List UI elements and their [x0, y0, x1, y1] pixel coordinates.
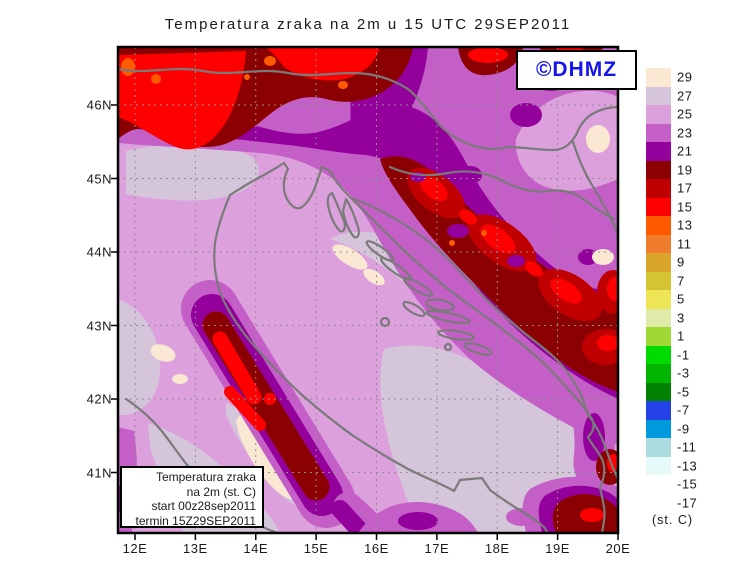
axis-ticks	[111, 104, 619, 540]
country-borders-shape	[586, 413, 618, 481]
lat-tick-label: 42N	[86, 391, 112, 407]
page-title: Temperatura zraka na 2m u 15 UTC 29SEP20…	[164, 16, 572, 33]
islands-shape	[402, 277, 434, 297]
alps-cold-band-shape	[121, 58, 135, 76]
map-frame	[116, 45, 620, 535]
islands-shape	[402, 300, 426, 318]
warm-regions-shape	[118, 299, 160, 415]
alps-cold-band-shape	[151, 74, 161, 84]
lon-tick-label: 20E	[605, 541, 631, 556]
warm-regions-shape	[172, 374, 188, 384]
lon-tick-label: 18E	[484, 541, 510, 556]
lon-tick-label: 15E	[303, 541, 329, 556]
apennine-ridge	[181, 280, 391, 533]
warm-regions-shape	[332, 244, 368, 270]
info-line: Temperatura zraka	[155, 470, 256, 484]
south-cold-patches-shape	[583, 413, 605, 461]
dinaric-ridge-shape	[480, 224, 516, 254]
dinaric-ridge-shape	[449, 240, 455, 246]
dinaric-ridge-shape	[592, 249, 614, 265]
dinaric-ridge-shape	[481, 230, 487, 236]
country-borders-shape	[118, 67, 618, 152]
country-borders	[118, 67, 618, 481]
dinaric-ridge-shape	[586, 125, 610, 153]
info-line: na 2m (st. C)	[186, 484, 256, 499]
run-info-box: Temperatura zraka na 2m (st. C) start 00…	[120, 466, 264, 528]
cool-regions-shape	[578, 249, 598, 265]
warm-regions-shape	[126, 144, 259, 201]
south-cold-patches-shape	[398, 512, 438, 530]
lon-tick-label: 17E	[424, 541, 450, 556]
lon-tick-label: 13E	[183, 541, 208, 556]
info-line: termin 15Z29SEP2011	[135, 513, 256, 528]
islands	[326, 191, 493, 356]
dhmz-logo-box: ©DHMZ	[516, 50, 637, 90]
dinaric-ridge-shape	[607, 277, 618, 301]
coastlines-shape	[213, 193, 550, 533]
dinaric-ridge-shape	[420, 176, 448, 202]
islands-shape	[341, 197, 360, 239]
warm-regions-shape	[363, 268, 385, 286]
islands-shape	[437, 329, 475, 341]
dinaric-ridge-shape	[507, 255, 525, 267]
islands-shape	[463, 342, 493, 356]
info-line: start 00z28sep2011	[151, 499, 256, 513]
lon-tick-label: 12E	[122, 541, 148, 556]
country-borders-shape	[388, 165, 616, 221]
dinaric-ridge-shape	[447, 224, 469, 238]
lon-tick-label: 16E	[364, 541, 389, 556]
dhmz-logo-text: ©DHMZ	[535, 58, 618, 81]
apennine-ridge-shape	[331, 500, 371, 533]
warm-regions-shape	[150, 344, 176, 362]
alps-cold-band-shape	[338, 81, 348, 89]
dinaric-ridge-shape	[597, 335, 618, 351]
lat-tick-label: 43N	[86, 318, 112, 333]
south-cold-patches-shape	[580, 508, 604, 522]
coastlines-shape	[228, 161, 606, 533]
dinaric-ridge	[380, 125, 618, 392]
lon-tick-label: 19E	[545, 541, 570, 556]
islands-shape	[326, 191, 346, 233]
apennine-ridge-shape	[224, 386, 266, 431]
apennine-ridge-shape	[212, 331, 262, 405]
cool-regions-shape	[510, 103, 542, 127]
islands-shape	[365, 240, 395, 262]
cool-regions-shape	[118, 47, 618, 445]
lat-tick-label: 45N	[86, 171, 112, 186]
islands-shape	[425, 309, 471, 325]
lat-tick-label: 44N	[86, 244, 112, 260]
islands-shape	[379, 316, 391, 328]
dinaric-ridge-shape	[550, 278, 582, 304]
lon-axis: 12E 13E 14E 15E 16E 17E 18E 19E 20E	[0, 541, 740, 557]
dinaric-ridge-shape	[459, 209, 477, 225]
alps-cold-band-shape	[118, 51, 246, 150]
alps-cold-band-shape	[264, 56, 276, 66]
islands-shape	[425, 298, 455, 312]
lat-axis: 46N 45N 44N 43N 42N 41N	[0, 0, 112, 582]
cool-regions-shape	[458, 166, 482, 184]
lat-tick-label: 46N	[86, 97, 112, 113]
lat-tick-label: 41N	[86, 465, 112, 480]
alps-cold-band-shape	[244, 74, 250, 80]
alps-cold-band-shape	[468, 47, 508, 63]
temperature-field	[118, 47, 618, 533]
islands-shape	[443, 342, 453, 352]
dinaric-ridge-shape	[525, 261, 543, 277]
country-borders-shape	[352, 197, 590, 417]
coastlines	[118, 67, 618, 533]
lon-tick-label: 14E	[243, 541, 269, 556]
